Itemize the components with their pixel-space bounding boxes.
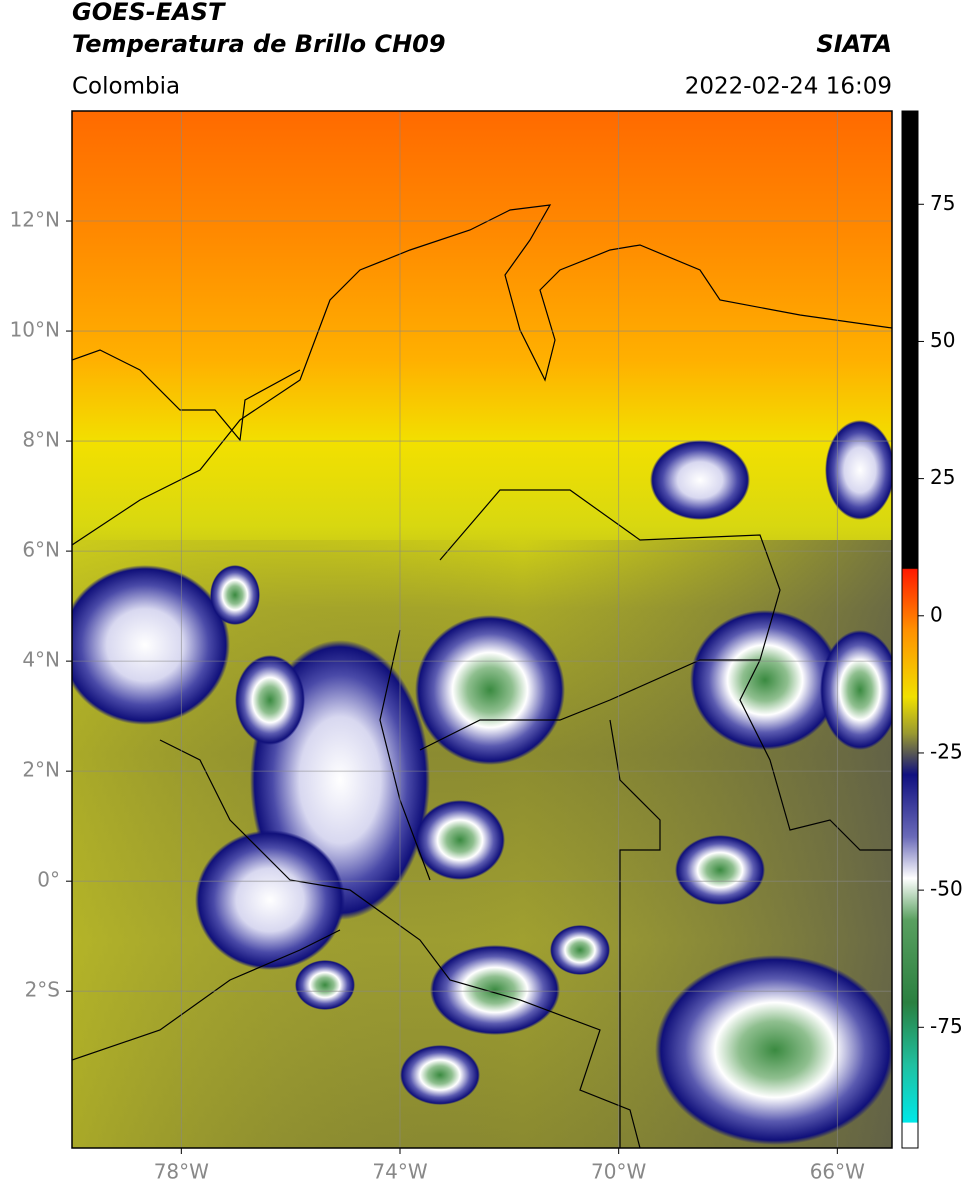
y-tick-label: 8°N [22, 428, 60, 452]
colorbar [901, 110, 919, 1149]
colorbar-tick-label: 25 [930, 465, 955, 489]
colorbar-tick-label: -25 [930, 739, 963, 763]
colorbar-tick-label: -75 [930, 1014, 963, 1038]
colorbar-tick-label: 75 [930, 191, 955, 215]
y-tick-label: 6°N [22, 538, 60, 562]
y-tick-label: 10°N [10, 318, 60, 342]
x-tick-label: 66°W [810, 1160, 865, 1184]
x-tick-label: 78°W [154, 1160, 209, 1184]
colorbar-tick-label: -50 [930, 877, 963, 901]
y-tick-label: 0° [37, 868, 60, 892]
y-tick-label: 2°N [22, 758, 60, 782]
y-tick-label: 4°N [22, 648, 60, 672]
subtitle: Temperatura de Brillo CH09 [72, 30, 446, 58]
y-tick-label: 12°N [10, 208, 60, 232]
colorbar-tick-label: 0 [930, 602, 943, 626]
timestamp: 2022-02-24 16:09 [685, 74, 892, 100]
region: Colombia [72, 74, 180, 100]
x-tick-label: 70°W [591, 1160, 646, 1184]
y-tick-label: 2°S [25, 978, 60, 1002]
x-tick-label: 74°W [372, 1160, 427, 1184]
map-frame [71, 110, 893, 1149]
graticule [72, 111, 892, 1148]
source: SIATA [816, 30, 892, 58]
colorbar-tick-label: 50 [930, 328, 955, 352]
satellite-image [72, 111, 892, 1148]
title: GOES-EAST [72, 0, 226, 26]
